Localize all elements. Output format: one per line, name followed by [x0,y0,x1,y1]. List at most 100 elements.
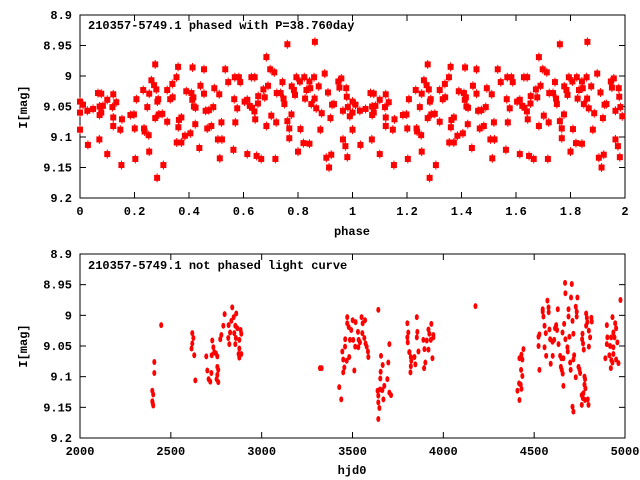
data-point [415,328,420,335]
data-point [585,396,590,403]
data-point [378,368,383,375]
x-tick-label: 1 [349,205,356,219]
data-point [209,369,214,376]
data-point [409,357,414,364]
data-point [536,343,541,349]
data-point [540,308,545,315]
data-point [570,403,575,410]
data-point [387,341,392,348]
data-point [536,333,541,340]
data-point [563,279,568,286]
data-point [378,375,383,382]
data-point [229,317,234,324]
data-point [159,322,164,329]
data-point [365,348,370,355]
data-point [426,346,431,353]
data-point [341,356,346,363]
data-point [586,343,591,350]
data-point [604,322,609,329]
data-point [412,354,417,361]
data-point [567,333,572,340]
data-point [216,366,221,373]
data-point [210,337,215,344]
data-point [151,402,156,409]
data-point [208,378,213,385]
data-point [574,313,579,320]
data-point [421,336,426,343]
data-point [609,334,614,341]
data-point [520,373,525,380]
data-point [423,359,428,366]
data-point [552,336,557,343]
data-point [608,343,613,349]
data-point [546,304,551,311]
data-point [616,360,621,367]
data-point [546,309,551,316]
data-point [544,352,549,359]
data-point [583,376,588,383]
data-point [611,329,616,336]
data-point [561,355,566,362]
data-point [319,365,324,372]
data-point [376,306,381,313]
data-point [357,339,362,346]
data-point [568,359,573,366]
x-tick-label: 0 [76,205,83,219]
data-point [364,343,369,350]
data-point [604,341,609,348]
data-point [343,343,348,350]
data-point [360,320,365,327]
x-tick-label: 3000 [247,445,276,459]
data-point [608,365,613,372]
data-point [573,303,578,310]
data-point [568,366,573,373]
data-point [230,304,235,311]
data-point [414,334,419,341]
data-point [192,352,197,359]
data-point [585,319,590,326]
data-point [211,344,216,351]
data-point [610,314,615,321]
data-point [424,337,429,344]
y-axis-label: I[mag] [17,85,31,128]
data-point [407,349,412,356]
data-point [556,341,561,348]
data-point [382,382,387,389]
data-point [566,313,571,320]
data-point [422,365,427,372]
data-point [239,330,244,337]
data-point [205,367,210,374]
data-point [389,392,394,399]
data-point [547,326,552,333]
data-point [613,320,618,327]
x-tick-label: 0.4 [178,205,200,219]
y-axis-label: I[mag] [17,324,31,367]
y-tick-label: 9.2 [50,192,72,206]
data-point [571,330,576,337]
x-tick-label: 0.2 [124,205,146,219]
data-point [554,322,559,329]
unphased-light-curve-plot: 210357-5749.1 not phased light curve hjd… [17,248,639,478]
data-point [366,354,371,361]
data-point [377,404,382,411]
data-point [347,354,352,361]
x-tick-label: 2000 [66,445,95,459]
y-tick-label: 9.05 [43,101,72,115]
x-axis-label: phase [334,225,370,239]
data-point [611,344,616,351]
data-point [237,336,242,343]
data-point [569,294,574,301]
data-point [586,401,591,408]
data-point [151,391,156,398]
data-point [204,353,209,360]
data-point [226,322,231,329]
data-point [579,401,584,408]
data-point [221,322,226,329]
data-point [337,384,342,391]
data-point [380,362,385,369]
data-point [416,348,421,355]
y-tick-label: 8.9 [50,9,72,23]
data-point [581,340,586,347]
data-point [216,379,221,386]
data-point [561,382,566,389]
